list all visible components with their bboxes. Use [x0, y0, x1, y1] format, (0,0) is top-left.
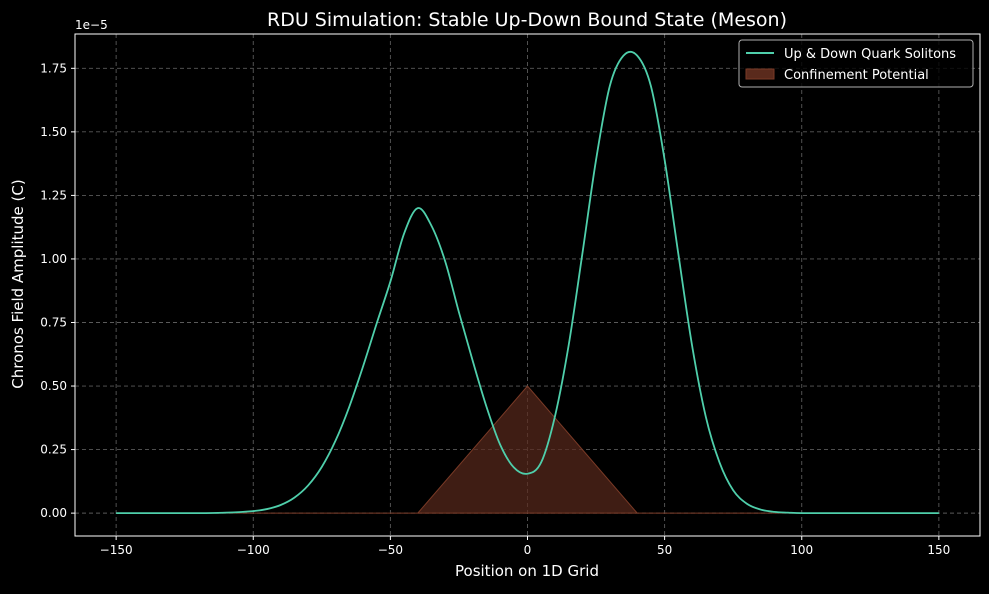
y-offset-label: 1e−5 — [75, 18, 108, 32]
x-tick-label: −100 — [237, 543, 270, 557]
x-tick-label: 100 — [790, 543, 813, 557]
line-layer — [116, 50, 939, 515]
y-axis-label: Chronos Field Amplitude (C) — [9, 179, 27, 388]
chart-title: RDU Simulation: Stable Up-Down Bound Sta… — [267, 9, 787, 31]
x-tick-label: 150 — [927, 543, 950, 557]
legend-area-swatch — [745, 68, 775, 80]
y-tick-label: 0.75 — [40, 315, 67, 329]
y-tick-label: 0.00 — [40, 506, 67, 520]
legend-layer: Up & Down Quark Solitons Confinement Pot… — [738, 39, 974, 88]
x-tick-label: 0 — [524, 543, 532, 557]
y-tick-label: 1.75 — [40, 61, 67, 75]
x-tick-label: 50 — [657, 543, 672, 557]
y-tick-label: 1.25 — [40, 188, 67, 202]
legend-box — [738, 39, 974, 88]
y-tick-label: 0.50 — [40, 379, 67, 393]
x-axis-label: Position on 1D Grid — [455, 562, 599, 580]
quark-solitons-line — [116, 50, 939, 515]
ticks-layer: −150 −100 −50 0 50 100 150 0.00 0.25 0.50 0.75 1.00… — [40, 61, 950, 557]
y-tick-label: 1.50 — [40, 125, 67, 139]
legend-label-confinement: Confinement Potential — [784, 68, 929, 83]
legend-label-solitons: Up & Down Quark Solitons — [784, 47, 956, 62]
y-tick-label: 0.25 — [40, 443, 67, 457]
x-tick-label: −50 — [378, 543, 403, 557]
x-tick-label: −150 — [100, 543, 133, 557]
y-tick-label: 1.00 — [40, 252, 67, 266]
